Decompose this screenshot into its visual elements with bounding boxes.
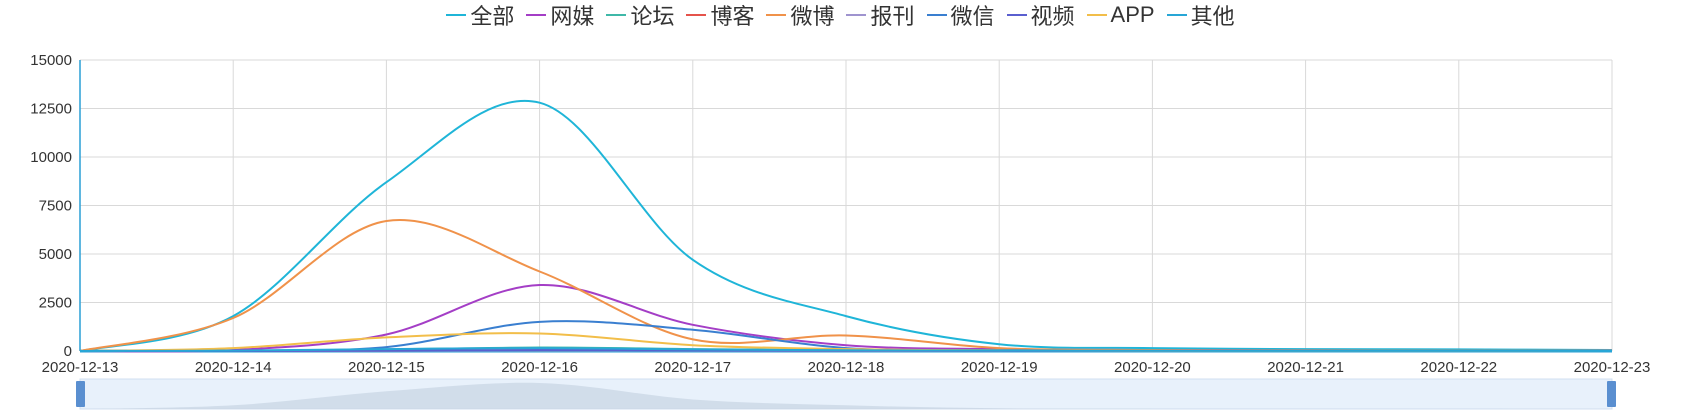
legend-swatch bbox=[686, 14, 707, 16]
legend-item[interactable]: 微信 bbox=[926, 0, 995, 31]
y-tick-label: 15000 bbox=[30, 52, 72, 69]
legend-item[interactable]: 视频 bbox=[1006, 0, 1075, 31]
x-tick-label: 2020-12-18 bbox=[808, 359, 885, 376]
legend-label: 微信 bbox=[950, 4, 995, 29]
zoom-overview-area bbox=[80, 382, 1612, 409]
chart-legend: 全部 网媒 论坛 博客 微博 报刊 微信 视频 APP 其他 bbox=[0, 0, 1681, 31]
x-tick-label: 2020-12-23 bbox=[1574, 359, 1651, 376]
legend-label: 其他 bbox=[1190, 4, 1235, 29]
legend-swatch bbox=[606, 14, 627, 16]
y-tick-label: 7500 bbox=[39, 198, 72, 215]
legend-swatch bbox=[926, 14, 947, 16]
legend-swatch bbox=[766, 14, 787, 16]
legend-swatch bbox=[846, 14, 867, 16]
legend-label: APP bbox=[1110, 2, 1155, 27]
legend-label: 视频 bbox=[1030, 4, 1075, 29]
series-line-0 bbox=[79, 99, 1613, 352]
y-tick-label: 0 bbox=[64, 343, 72, 360]
y-tick-label: 2500 bbox=[39, 295, 72, 312]
y-tick-label: 12500 bbox=[30, 101, 72, 118]
legend-item[interactable]: 微博 bbox=[766, 0, 834, 31]
legend-label: 微博 bbox=[790, 4, 835, 29]
x-tick-label: 2020-12-21 bbox=[1267, 359, 1344, 376]
y-tick-label: 5000 bbox=[39, 246, 72, 263]
legend-swatch bbox=[1166, 14, 1187, 16]
zoom-handle-right[interactable] bbox=[1607, 381, 1616, 407]
legend-item[interactable]: 其他 bbox=[1166, 0, 1235, 31]
series-line-9 bbox=[79, 347, 1613, 352]
legend-label: 全部 bbox=[470, 4, 515, 29]
legend-item[interactable]: 论坛 bbox=[606, 0, 674, 31]
legend-item[interactable]: APP bbox=[1086, 2, 1155, 28]
legend-item[interactable]: 报刊 bbox=[846, 0, 915, 31]
legend-label: 网媒 bbox=[550, 4, 595, 29]
legend-swatch bbox=[1086, 14, 1107, 16]
x-tick-label: 2020-12-15 bbox=[348, 359, 425, 376]
legend-swatch bbox=[1006, 14, 1027, 16]
x-tick-label: 2020-12-13 bbox=[42, 359, 119, 376]
x-tick-label: 2020-12-20 bbox=[1114, 359, 1191, 376]
legend-item[interactable]: 博客 bbox=[686, 0, 754, 31]
legend-swatch bbox=[446, 14, 467, 16]
legend-label: 博客 bbox=[710, 4, 755, 29]
legend-swatch bbox=[526, 14, 547, 16]
legend-label: 报刊 bbox=[870, 4, 915, 29]
y-tick-label: 10000 bbox=[30, 149, 72, 166]
x-tick-label: 2020-12-14 bbox=[195, 359, 272, 376]
x-tick-label: 2020-12-19 bbox=[961, 359, 1038, 376]
x-tick-label: 2020-12-22 bbox=[1420, 359, 1497, 376]
legend-item[interactable]: 网媒 bbox=[526, 0, 594, 31]
zoom-handle-left[interactable] bbox=[76, 381, 85, 407]
x-tick-label: 2020-12-17 bbox=[654, 359, 731, 376]
legend-label: 论坛 bbox=[630, 4, 675, 29]
legend-item[interactable]: 全部 bbox=[446, 0, 514, 31]
x-tick-label: 2020-12-16 bbox=[501, 359, 578, 376]
